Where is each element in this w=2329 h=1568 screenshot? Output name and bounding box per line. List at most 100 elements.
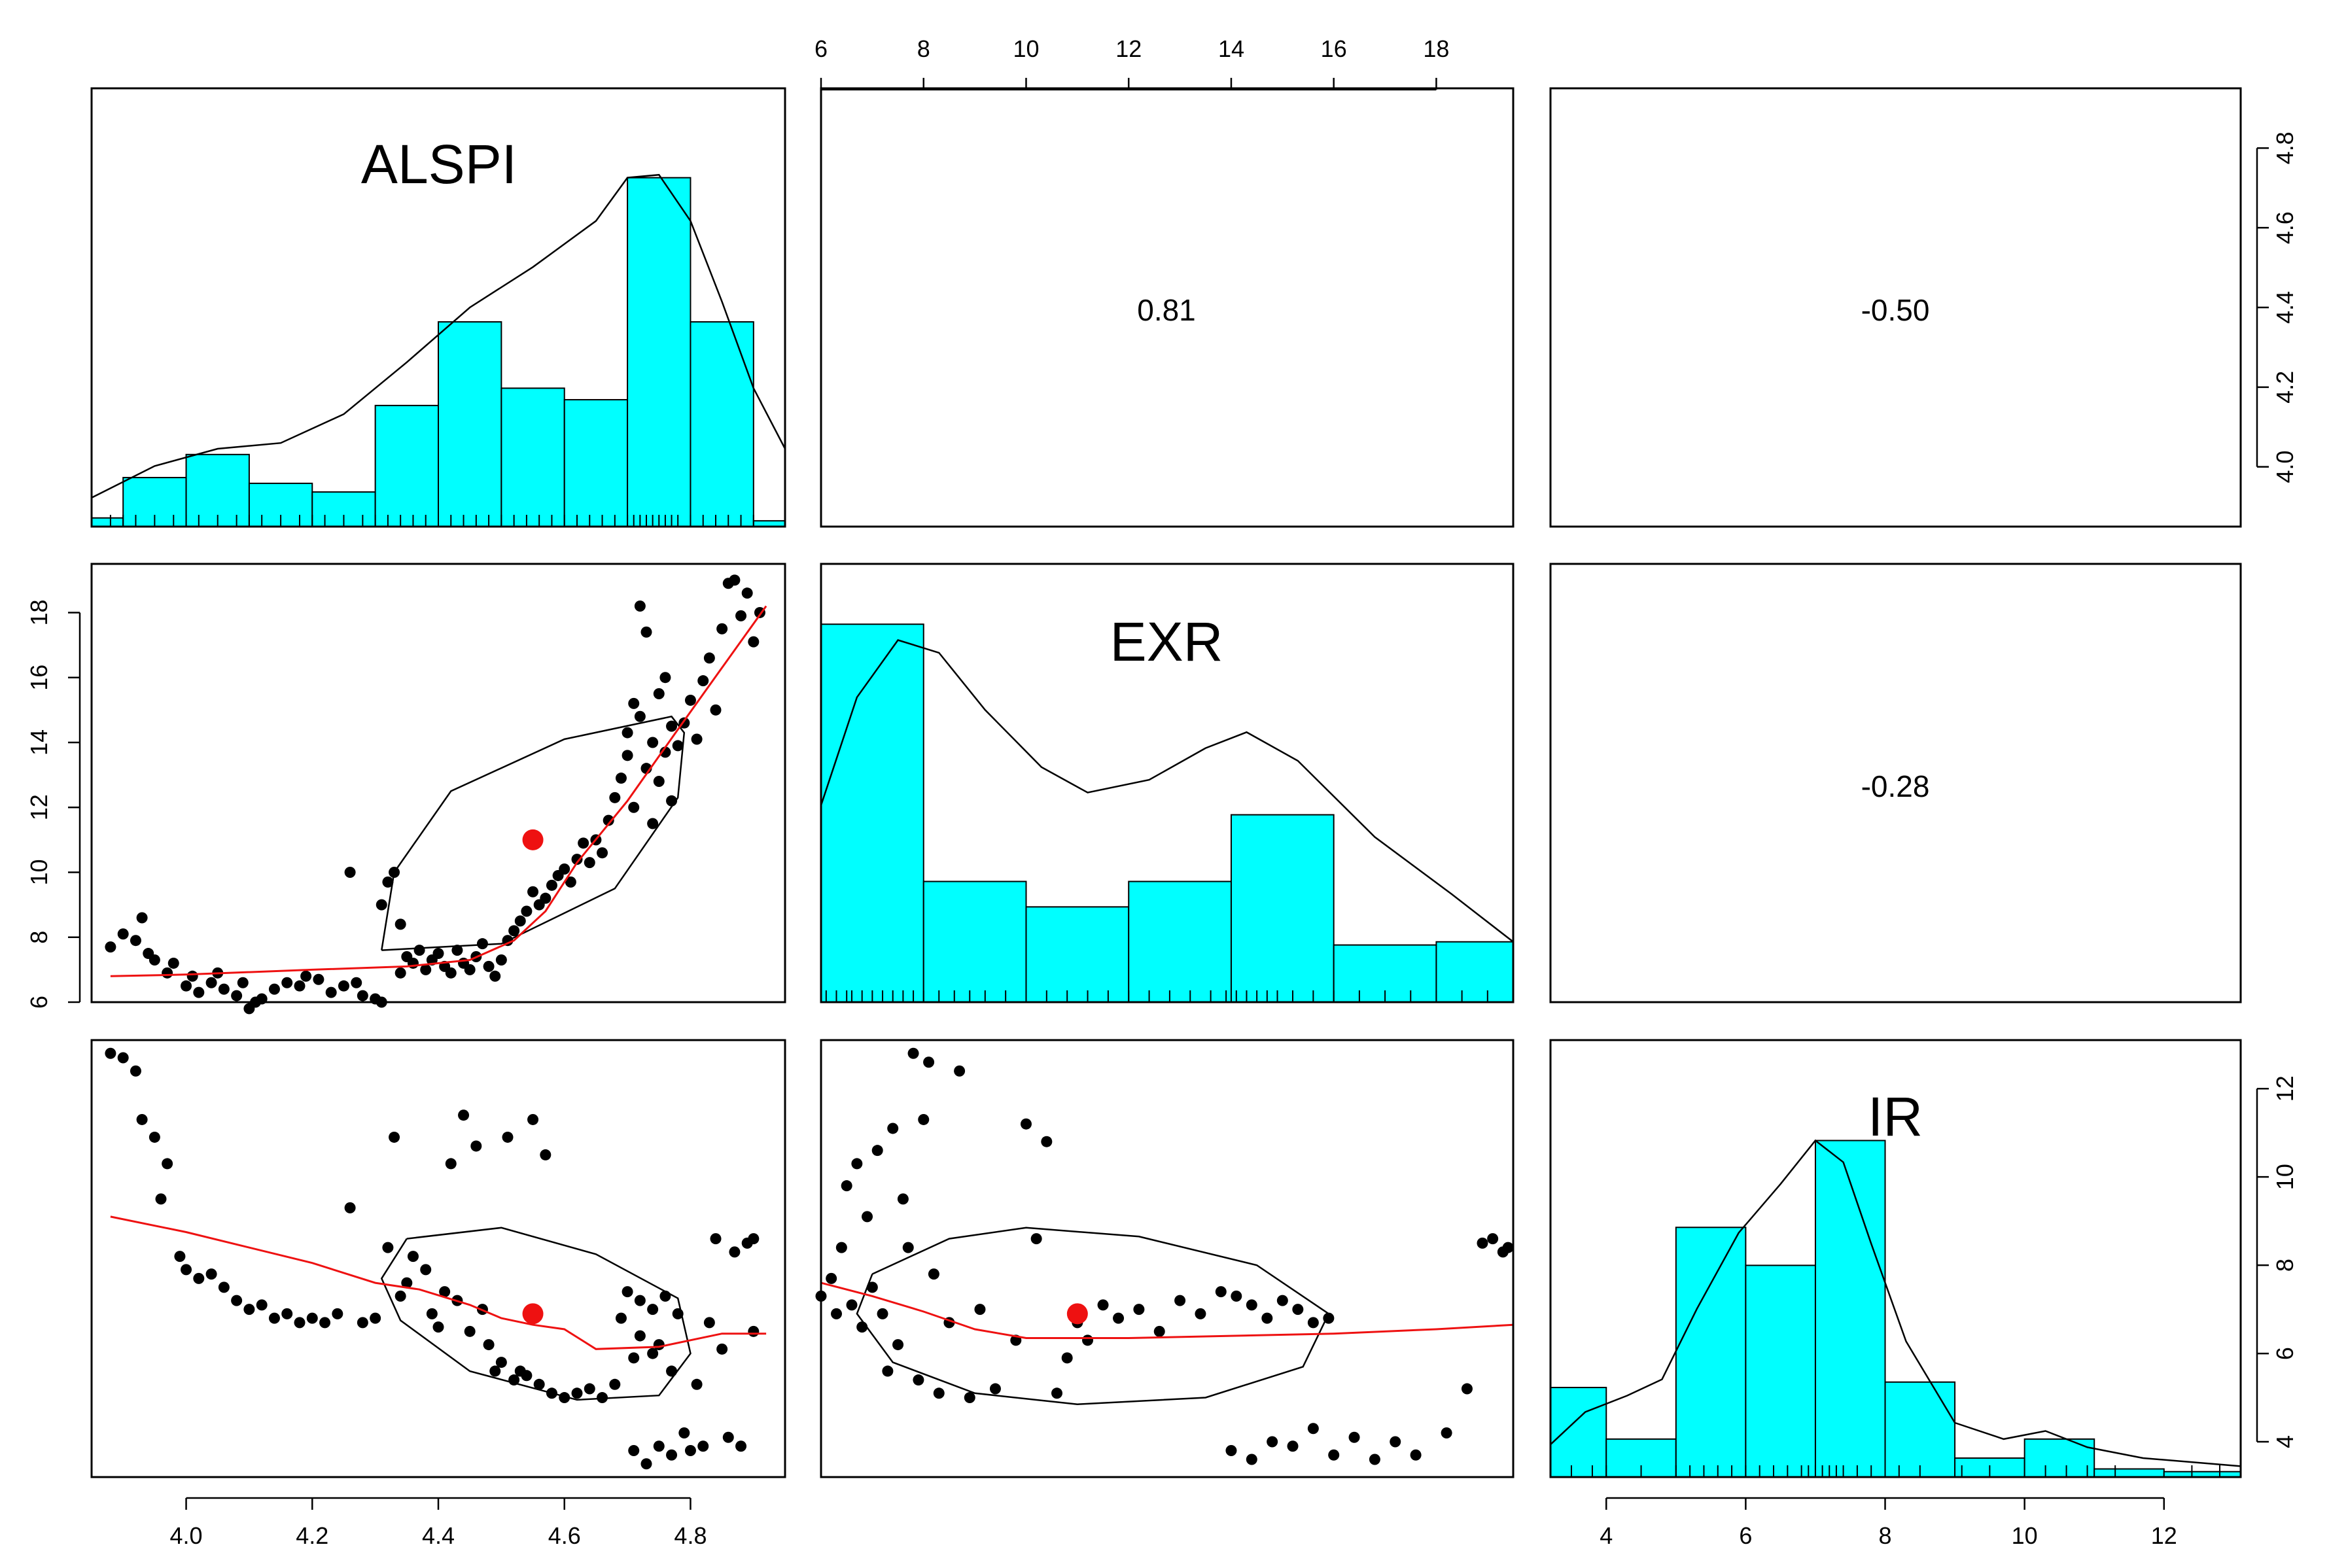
data-point [748,1325,760,1337]
data-point [432,948,444,960]
data-point [1133,1304,1145,1315]
histogram-bar [1675,1227,1747,1478]
data-point [578,837,589,849]
data-point [647,1348,659,1359]
histogram-bar [1745,1264,1816,1478]
data-point [628,1445,640,1457]
data-point [622,727,633,739]
panel-frame-r3-c2 [820,1039,1515,1478]
data-point [653,1339,665,1351]
data-point [527,1113,539,1125]
tick-label: 14 [26,729,52,756]
data-point [897,1193,909,1205]
data-point [181,980,192,992]
tick-label: 12 [2151,1522,2177,1549]
data-point [130,1065,141,1077]
data-point [1246,1299,1257,1311]
tick-label: 4.2 [296,1522,328,1549]
data-point [571,854,583,865]
tick-label: 12 [1115,35,1142,62]
data-point [344,1202,356,1213]
data-point [892,1339,904,1351]
tick-label: 10 [2012,1522,2038,1549]
panel-exr-histogram: EXR [820,611,1514,1003]
data-point [294,1317,306,1329]
data-point [1225,1445,1237,1457]
data-point [1195,1308,1206,1319]
data-point [376,899,387,911]
data-point [458,1109,470,1121]
data-point [105,941,116,953]
data-point [918,1113,930,1125]
panel-frame-r2-c2 [820,563,1515,1003]
data-point [231,1295,243,1306]
data-point [237,977,249,988]
data-point [877,1308,888,1319]
data-point [439,1286,451,1298]
data-point [1487,1233,1499,1245]
variable-label-exr: EXR [1110,611,1223,672]
data-point [902,1242,914,1253]
histogram-bar [2093,1468,2165,1478]
data-point [420,1264,432,1276]
variable-label-alspi: ALSPI [361,133,517,195]
tick-label: 4.6 [548,1522,581,1549]
loess-smooth-line [110,1215,767,1350]
histogram-bar [185,453,250,527]
data-point [640,626,652,638]
data-point [653,1440,665,1452]
data-point [1097,1299,1109,1311]
variable-label-ir: IR [1868,1086,1923,1147]
centroid-point [522,1303,544,1325]
data-point [835,1242,847,1253]
tick-label: 18 [1423,35,1449,62]
correlation-ellipse [856,1227,1330,1405]
data-point [882,1365,894,1377]
data-point [167,957,179,969]
data-point [691,733,703,745]
density-curve [91,173,786,499]
data-point [584,1383,595,1395]
data-point [716,623,728,635]
data-point [634,601,646,612]
correlation-alspi-ir: -0.50 [1861,293,1930,327]
data-point [338,980,349,992]
data-point [413,945,425,956]
tick-label: 6 [1739,1522,1752,1549]
loess-smooth-line [820,1281,1514,1339]
data-point [489,970,501,982]
data-point [748,636,760,648]
tick-label: 4.0 [170,1522,203,1549]
data-point [281,977,293,988]
data-point [609,1378,621,1390]
data-point [923,1056,935,1068]
data-point [319,1317,331,1329]
data-point [546,879,557,891]
data-point [933,1387,945,1399]
data-point [470,1140,482,1152]
data-point [1328,1449,1340,1461]
histogram-bar [1230,814,1335,1003]
correlation-ellipse [381,715,686,951]
data-point [862,1211,873,1223]
data-point [846,1299,858,1311]
data-point [451,945,463,956]
data-point [1041,1136,1053,1147]
data-point [722,1431,734,1443]
data-point [615,1312,627,1324]
histogram-bar [1435,941,1514,1003]
panel-alspi-histogram: ALSPI [91,133,786,528]
tick-label: 10 [1013,35,1039,62]
data-point [162,1158,173,1170]
data-point [521,905,533,917]
data-point [913,1374,924,1386]
panel-exr-ir-correlation: -0.28 [1861,769,1930,803]
data-point [483,1339,495,1351]
data-point [697,1440,709,1452]
data-point [1477,1237,1488,1249]
tick-label: 4.8 [674,1522,707,1549]
data-point [907,1047,919,1059]
data-point [407,1251,419,1263]
data-point [243,1304,255,1315]
correlation-ellipse [380,1227,692,1401]
